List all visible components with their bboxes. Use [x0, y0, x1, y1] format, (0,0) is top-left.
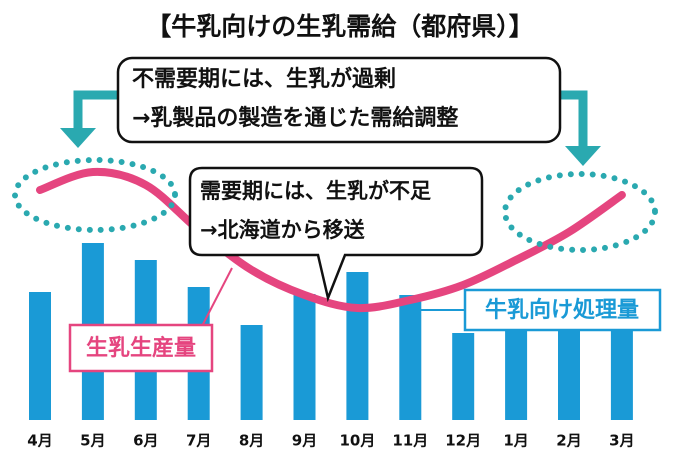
- x-tick-label: 3月: [609, 432, 634, 450]
- highlight-ellipse: [12, 157, 178, 233]
- leader-line: [199, 267, 233, 331]
- callout: [116, 56, 562, 144]
- callout-text: →乳製品の製造を通じた需給調整: [132, 105, 458, 131]
- bar: [399, 295, 422, 420]
- callout-text: 不需要期には、生乳が過剰: [132, 66, 396, 92]
- x-tick-label: 1月: [503, 432, 528, 450]
- chart-title: 【牛乳向けの生乳需給（都府県）】: [146, 12, 534, 41]
- bar: [610, 305, 633, 420]
- x-tick-label: 9月: [292, 432, 317, 450]
- x-tick-label: 11月: [392, 432, 428, 450]
- arrow: [73, 90, 118, 130]
- x-tick-label: 12月: [445, 432, 481, 450]
- x-tick-label: 7月: [186, 432, 211, 450]
- x-tick-label: 8月: [239, 432, 264, 450]
- line: [36, 167, 626, 313]
- legend-box: [68, 323, 214, 373]
- bar: [452, 333, 475, 420]
- callout: [188, 166, 484, 303]
- highlight-ellipse: [502, 171, 658, 253]
- bar: [293, 294, 316, 420]
- bar: [346, 272, 369, 420]
- x-tick-label: 2月: [556, 432, 581, 450]
- callout-text: 需要期には、生乳が不足: [200, 179, 431, 203]
- bar: [505, 310, 528, 420]
- arrow-head: [60, 128, 96, 148]
- bar: [29, 292, 51, 420]
- legend-label: 生乳生産量: [86, 335, 196, 361]
- callout-text: →北海道から移送: [200, 218, 366, 242]
- legend-box: [463, 288, 662, 332]
- x-tick-label: 4月: [27, 432, 52, 450]
- arrow-head: [565, 146, 601, 166]
- x-tick-label: 10月: [339, 432, 375, 450]
- x-tick-label: 6月: [133, 432, 158, 450]
- arrow: [560, 90, 588, 148]
- bar: [240, 325, 263, 420]
- legend-label: 牛乳向け処理量: [485, 297, 639, 323]
- bar: [558, 310, 580, 420]
- x-tick-label: 5月: [80, 432, 105, 450]
